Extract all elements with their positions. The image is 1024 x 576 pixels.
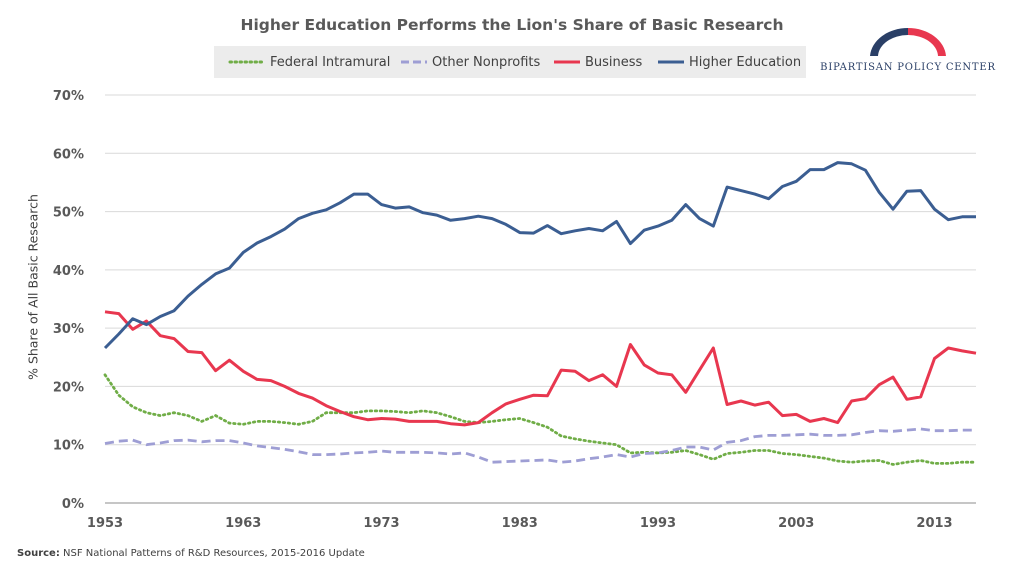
legend-item-other-nonprofits: Other Nonprofits [400, 46, 540, 78]
x-tick-label: 1953 [87, 516, 123, 531]
legend-label-federal-intramural: Federal Intramural [270, 54, 391, 70]
series-line-other-nonprofits [104, 427, 976, 464]
legend-swatch-federal-intramural [228, 60, 266, 64]
logo-text: BIPARTISAN POLICY CENTER [820, 62, 996, 73]
chart-title: Higher Education Performs the Lion's Sha… [240, 16, 784, 34]
legend-item-federal-intramural: Federal Intramural [228, 46, 390, 78]
y-tick-label: 0% [62, 497, 84, 512]
legend-swatch-higher-education [658, 60, 684, 64]
y-tick-label: 30% [53, 322, 84, 337]
y-tick-label: 20% [53, 380, 84, 395]
y-axis-label: % Share of All Basic Research [25, 194, 41, 380]
legend-swatch-other-nonprofits [401, 60, 427, 64]
legend-item-business: Business [553, 46, 642, 78]
x-tick-label: 1973 [363, 516, 399, 531]
series-line-higher-education [103, 161, 976, 350]
bipartisan-policy-center-logo: BIPARTISAN POLICY CENTER [818, 25, 998, 81]
x-tick-label: 1993 [640, 516, 676, 531]
y-tick-label: 60% [53, 147, 84, 162]
legend-swatch-business [554, 60, 580, 64]
y-tick-label: 70% [53, 89, 84, 104]
x-tick-label: 1963 [225, 516, 261, 531]
legend-label-business: Business [585, 54, 643, 70]
legend-label-other-nonprofits: Other Nonprofits [432, 54, 541, 70]
x-tick-label: 2003 [778, 516, 814, 531]
legend-item-higher-education: Higher Education [657, 46, 801, 78]
y-tick-label: 50% [53, 206, 84, 221]
logo-arch-icon [870, 27, 946, 56]
legend-label-higher-education: Higher Education [689, 54, 802, 70]
series-line-federal-intramural [103, 373, 978, 466]
series-line-business [104, 310, 977, 427]
source-label: Source: [17, 548, 60, 559]
x-tick-label: 2013 [916, 516, 952, 531]
y-tick-label: 40% [53, 264, 84, 279]
y-tick-label: 10% [53, 439, 84, 454]
chart-legend: Federal Intramural Other Nonprofits Busi… [214, 46, 806, 78]
x-tick-label: 1983 [502, 516, 538, 531]
source-text: NSF National Patterns of R&D Resources, … [63, 548, 365, 559]
source-note: Source: NSF National Patterns of R&D Res… [17, 548, 365, 559]
